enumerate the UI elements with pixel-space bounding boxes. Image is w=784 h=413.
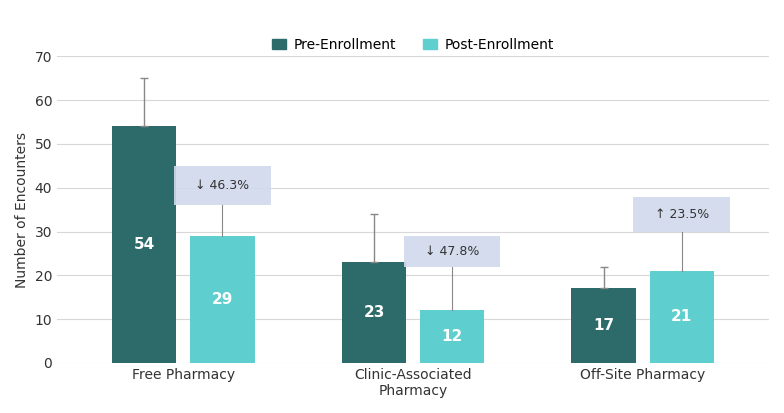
Legend: Pre-Enrollment, Post-Enrollment: Pre-Enrollment, Post-Enrollment [267,33,559,58]
Bar [650,271,714,363]
Text: 54: 54 [134,237,155,252]
Bar [191,236,255,363]
Text: ↓ 47.8%: ↓ 47.8% [425,245,479,258]
Bar [112,126,176,363]
Text: ↓ 46.3%: ↓ 46.3% [195,179,249,192]
FancyBboxPatch shape [404,236,500,266]
Text: 21: 21 [671,309,692,325]
Bar [572,289,636,363]
Text: ↑ 23.5%: ↑ 23.5% [655,208,709,221]
Bar [342,262,406,363]
Text: 29: 29 [212,292,233,307]
Text: 17: 17 [593,318,614,333]
Text: 23: 23 [363,305,385,320]
Y-axis label: Number of Encounters: Number of Encounters [15,132,29,288]
FancyBboxPatch shape [633,197,730,232]
Text: 12: 12 [441,329,463,344]
FancyBboxPatch shape [174,166,270,205]
Bar [420,311,485,363]
